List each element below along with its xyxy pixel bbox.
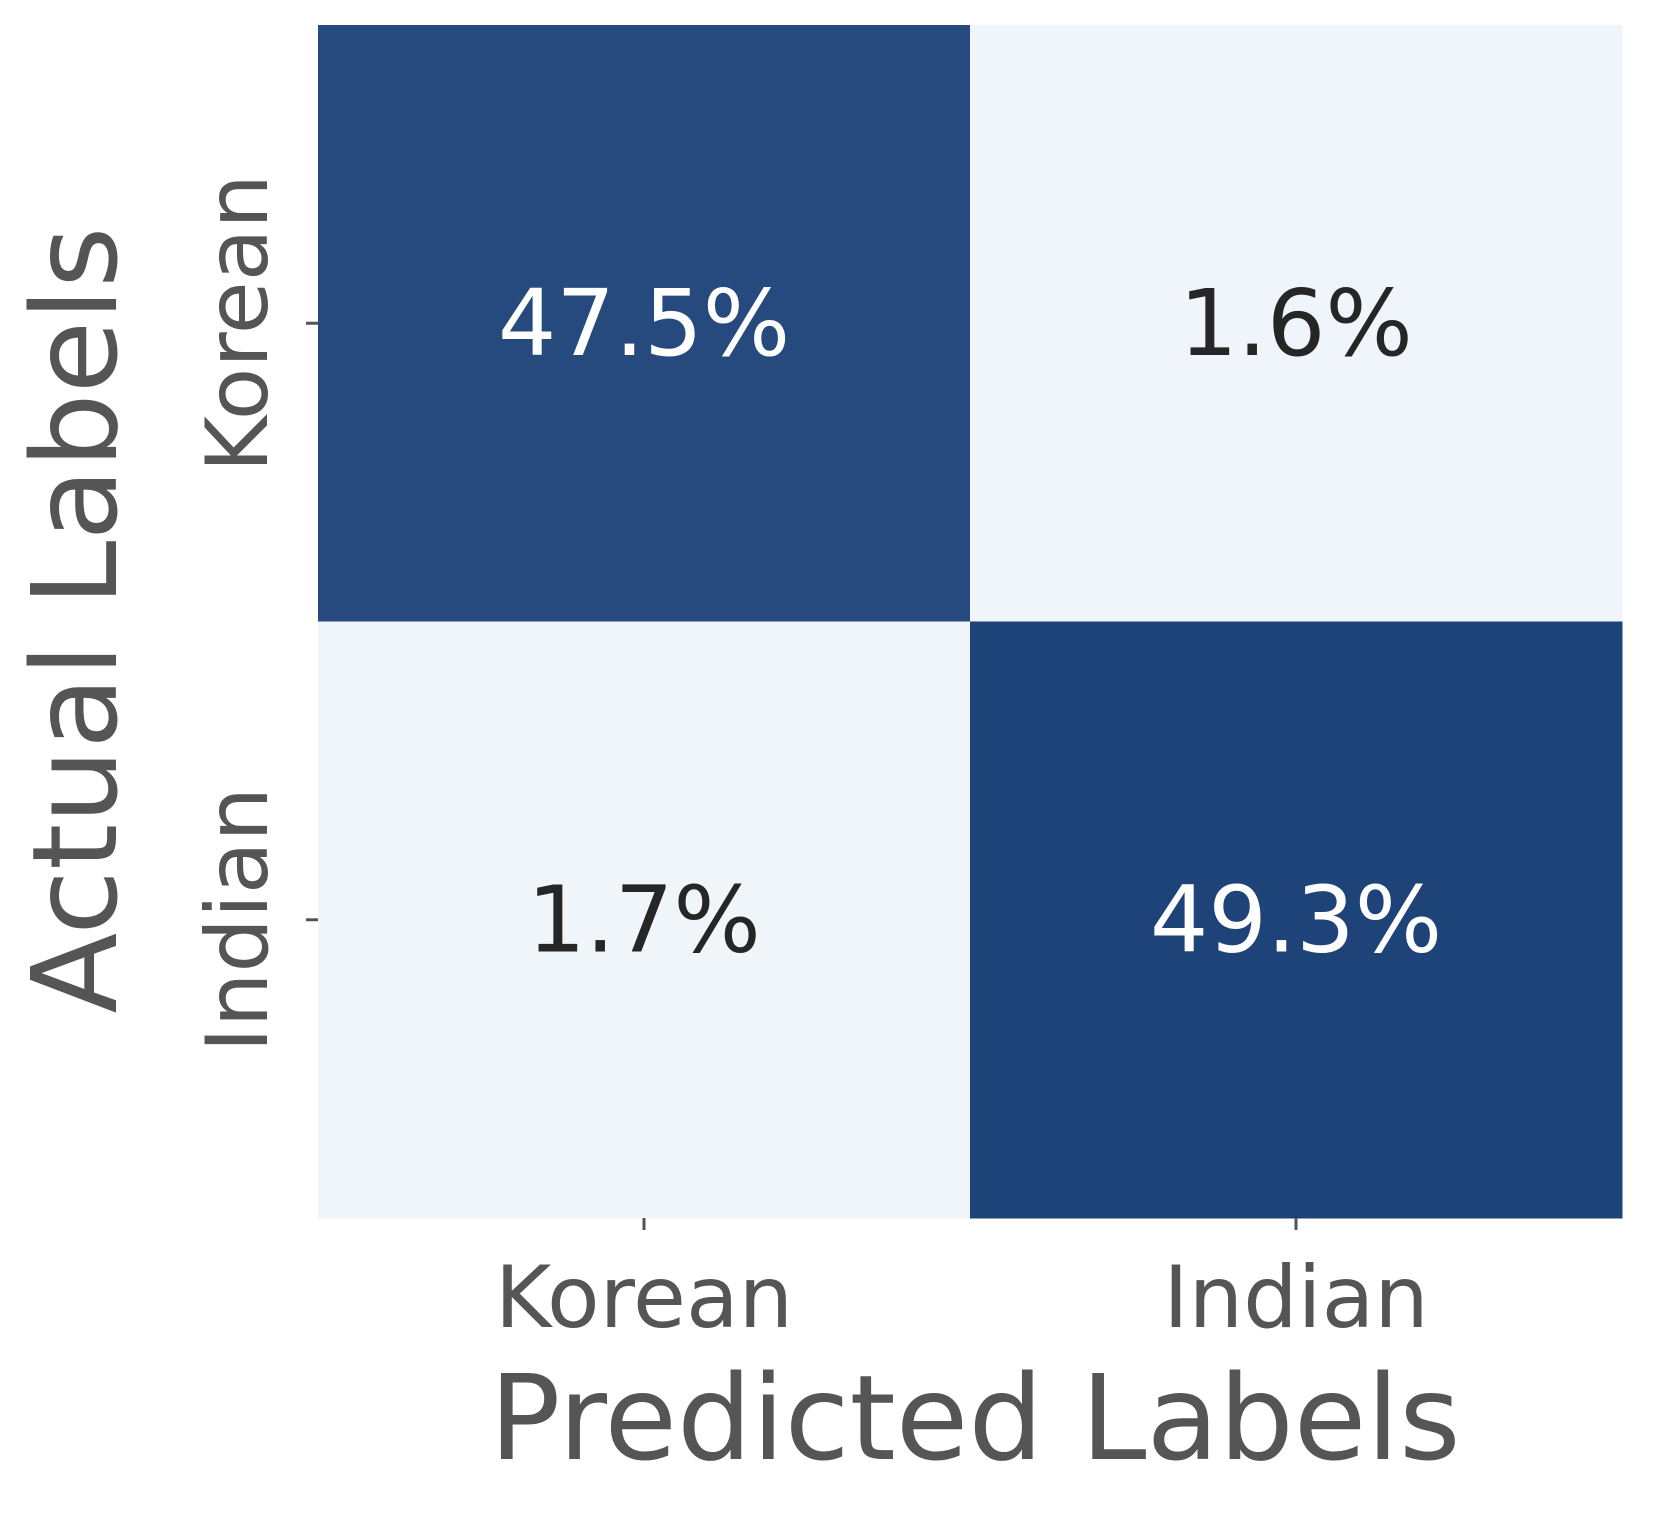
cell-value-label: 1.6% (1179, 270, 1413, 377)
heatmap-cell-korean-indian (970, 25, 1623, 622)
heatmap-cell-indian-indian (970, 621, 1623, 1219)
cell-value-label: 47.5% (498, 270, 790, 377)
heatmap-cell-korean-korean (318, 25, 971, 622)
x-tick-label: Indian (1163, 1248, 1429, 1348)
x-axis-title: Predicted Labels (489, 1349, 1460, 1487)
x-tick-label: Korean (495, 1248, 793, 1348)
cell-value-label: 49.3% (1150, 866, 1442, 973)
axis-ticks: Korean Indian Korean Indian (188, 174, 1429, 1348)
heatmap-cells: 47.5% 1.6% 1.7% 49.3% (318, 25, 1623, 1219)
heatmap-cell-indian-korean (318, 621, 971, 1219)
y-axis-title: Actual Labels (6, 227, 144, 1014)
y-tick-label: Indian (188, 787, 288, 1053)
y-tick-label: Korean (188, 174, 288, 472)
cell-value-label: 1.7% (527, 866, 761, 973)
